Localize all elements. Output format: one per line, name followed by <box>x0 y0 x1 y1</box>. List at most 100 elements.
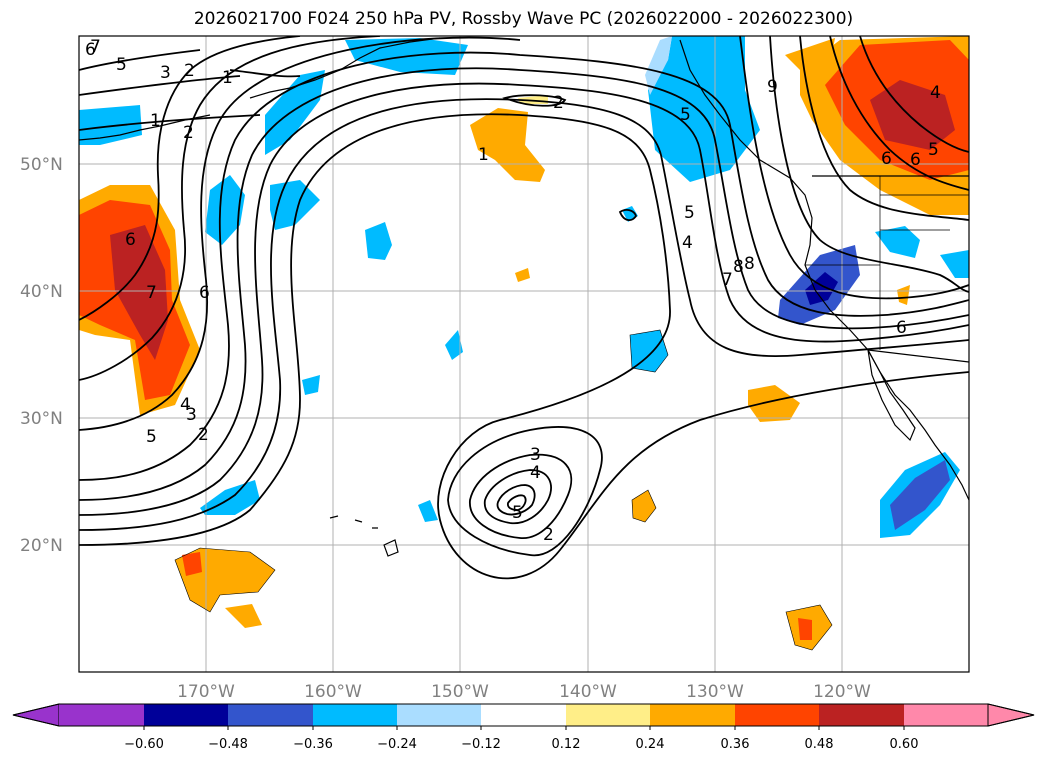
colorbar-segment <box>566 704 650 726</box>
contour-labels: 6 5 3 2 1 2 1 2 1 5 4 8 7 6 6 7 6 4 5 9 … <box>85 37 941 545</box>
colorbar-segment <box>735 704 819 726</box>
colorbar-extend-low <box>12 703 60 727</box>
contour-line <box>447 426 603 557</box>
colorbar-segment <box>904 704 988 726</box>
contour-label: 6 <box>85 40 96 60</box>
colorbar-segment <box>59 704 144 726</box>
negative-patch-10 <box>875 226 920 258</box>
colorbar-segment <box>397 704 481 726</box>
colorbar-outline <box>12 703 1035 727</box>
lat-label-20n: 20°N <box>20 536 63 556</box>
contour-label: 2 <box>184 61 195 81</box>
contour-label: 5 <box>512 503 523 523</box>
coastlines <box>79 37 969 557</box>
contour-line <box>79 36 969 321</box>
contour-label: 3 <box>530 445 541 465</box>
contour-label: 1 <box>478 145 489 165</box>
latitude-labels: 50°N 40°N 30°N 20°N <box>20 155 63 556</box>
contour-line <box>618 209 637 221</box>
negative-anomaly-mexico-core <box>890 460 950 530</box>
contour-label: 5 <box>146 427 157 447</box>
positive-patch-7 <box>515 268 530 282</box>
negative-anomaly-ca-core <box>805 272 838 305</box>
negative-patch-13 <box>418 500 438 522</box>
contour-label: 5 <box>928 140 939 160</box>
contour-line <box>79 36 969 191</box>
colorbar-segment <box>144 704 228 726</box>
contour-line <box>79 36 969 381</box>
contour-line <box>469 453 573 539</box>
lon-label-140w: 140°W <box>559 682 617 702</box>
colorbar-segment <box>650 704 735 726</box>
contour-line <box>502 94 567 107</box>
positive-anomaly-ne2 <box>785 38 835 70</box>
colorbar-tick-label: −0.24 <box>377 737 417 752</box>
negative-patch-8 <box>302 375 320 395</box>
contour-label: 5 <box>680 105 691 125</box>
contour-line <box>79 98 969 531</box>
contour-label: 4 <box>930 83 941 103</box>
positive-patch-8 <box>897 285 910 305</box>
contour-label: 6 <box>199 283 210 303</box>
contour-label: 2 <box>183 123 194 143</box>
contour-label: 7 <box>722 270 733 290</box>
colorbar-tick-label: −0.48 <box>208 737 248 752</box>
colorbar-tick-label: −0.60 <box>124 737 164 752</box>
lat-label-50n: 50°N <box>20 155 63 175</box>
contour-label: 2 <box>543 525 554 545</box>
contour-label: 1 <box>222 68 233 88</box>
colorbar-tick-label: 0.48 <box>805 737 834 752</box>
colorbar-tick-label: 0.36 <box>721 737 750 752</box>
contour-label: 4 <box>682 233 693 253</box>
lon-label-150w: 150°W <box>431 682 489 702</box>
positive-anomaly-west-peak <box>110 225 168 360</box>
positive-patch-2-core <box>182 552 202 576</box>
contour-label: 8 <box>733 257 744 277</box>
contour-label: 3 <box>186 405 197 425</box>
contour-label: 4 <box>530 463 541 483</box>
lon-label-160w: 160°W <box>304 682 362 702</box>
contour-label: 2 <box>198 425 209 445</box>
map-panel: 6 5 3 2 1 2 1 2 1 5 4 8 7 6 6 7 6 4 5 9 … <box>78 35 970 673</box>
state-borders <box>805 176 969 350</box>
contour-label: 6 <box>125 230 136 250</box>
contour-line <box>79 82 969 516</box>
contour-label: 2 <box>553 93 564 113</box>
pv-contours <box>79 36 969 580</box>
contour-label: 6 <box>881 149 892 169</box>
colorbar-segment <box>819 704 904 726</box>
colorbar-tick-label: 0.12 <box>552 737 581 752</box>
positive-patch-6-core <box>798 618 812 640</box>
longitude-labels: 170°W 160°W 150°W 140°W 130°W 120°W <box>177 682 871 702</box>
contour-label: 7 <box>146 283 157 303</box>
negative-patch-5 <box>365 222 392 260</box>
positive-patch-3 <box>225 604 262 628</box>
us-mexico-border <box>867 349 969 363</box>
negative-patch-2 <box>265 70 325 155</box>
contour-label: 7 <box>90 37 101 57</box>
contour-label: 3 <box>160 63 171 83</box>
colorbar-extend-high <box>987 703 1035 727</box>
map-title: 2026021700 F024 250 hPa PV, Rossby Wave … <box>193 9 854 29</box>
contour-line <box>79 51 969 481</box>
anomaly-outlines <box>174 329 833 651</box>
negative-patch-6 <box>630 330 668 372</box>
north-america-coast <box>679 39 969 501</box>
contour-label: 1 <box>150 111 161 131</box>
colorbar-tick-label: −0.36 <box>293 737 333 752</box>
contour-label: 6 <box>910 150 921 170</box>
contour-line <box>229 69 301 78</box>
positive-patch-5 <box>632 490 656 522</box>
lon-label-170w: 170°W <box>177 682 235 702</box>
colorbar-segment <box>313 704 397 726</box>
lat-label-30n: 30°N <box>20 409 63 429</box>
contour-label: 5 <box>116 55 127 75</box>
contour-line <box>496 484 536 516</box>
contour-line <box>79 113 969 580</box>
colorbar-tick-label: 0.24 <box>636 737 665 752</box>
negative-patch-1 <box>79 105 142 145</box>
negative-anomaly-north <box>648 36 760 182</box>
hawaiian-islands <box>329 515 399 557</box>
colorbar <box>12 703 1035 730</box>
contour-line <box>79 67 969 501</box>
